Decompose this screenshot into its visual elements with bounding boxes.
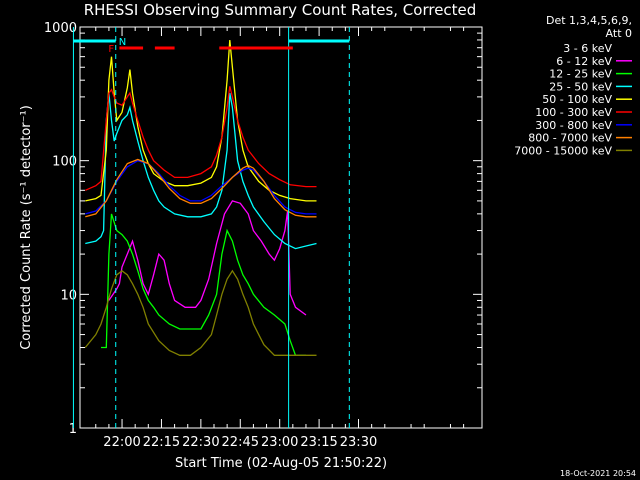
series-line-800-7000-kev (85, 158, 317, 218)
overlay-group: NF (72, 27, 350, 428)
legend-label: 300 - 800 keV (535, 119, 612, 132)
x-tick-label: 23:00 (261, 435, 298, 450)
axes: 1 10 100 1000 22:00 22:15 22:30 22:45 23:00 23:15… (19, 21, 483, 471)
legend-label: 7000 - 15000 keV (514, 144, 612, 157)
series-line-7000-15000-kev (84, 269, 317, 356)
legend-label: 100 - 300 keV (535, 106, 612, 119)
series-line-6-12-kev (108, 200, 307, 316)
x-tick-label: 23:30 (340, 435, 377, 450)
y-tick-label: 1 (69, 422, 77, 437)
series-line-25-50-kev (85, 92, 317, 250)
legend-label: 800 - 7000 keV (528, 132, 612, 145)
interval-label: F (108, 44, 114, 55)
legend-label: 3 - 6 keV (563, 42, 612, 55)
series-line-100-300-kev (85, 86, 317, 191)
x-tick-label: 22:30 (182, 435, 219, 450)
series-line-3-6-kev (101, 215, 307, 366)
x-tick-label: 22:00 (103, 435, 140, 450)
chart-title: RHESSI Observing Summary Count Rates, Co… (83, 1, 477, 19)
y-tick-label: 10 (60, 288, 77, 303)
legend-label: 12 - 25 keV (549, 68, 612, 81)
legend-header: Det 1,3,4,5,6,9, (546, 14, 632, 27)
legend-label: 50 - 100 keV (542, 93, 612, 106)
y-tick-label: 1000 (44, 21, 77, 36)
y-axis-label: Corrected Count Rate (s⁻¹ detector⁻¹) (19, 105, 34, 350)
x-tick-label: 23:15 (300, 435, 337, 450)
legend-header: Att 0 (606, 27, 632, 40)
series-line-12-25-kev (101, 213, 306, 356)
legend-label: 6 - 12 keV (556, 55, 612, 68)
x-axis-label: Start Time (02-Aug-05 21:50:22) (175, 456, 387, 471)
x-tick-label: 22:45 (222, 435, 259, 450)
legend-label: 25 - 50 keV (549, 80, 612, 93)
timestamp: 18-Oct-2021 20:54 (560, 469, 636, 478)
y-tick-label: 100 (52, 155, 77, 170)
series-line-50-100-kev (85, 39, 317, 202)
series-line-300-800-kev (85, 160, 317, 215)
x-tick-label: 22:15 (143, 435, 180, 450)
series-group (84, 39, 317, 366)
interval-label: N (119, 37, 126, 48)
plot-frame (79, 26, 483, 429)
